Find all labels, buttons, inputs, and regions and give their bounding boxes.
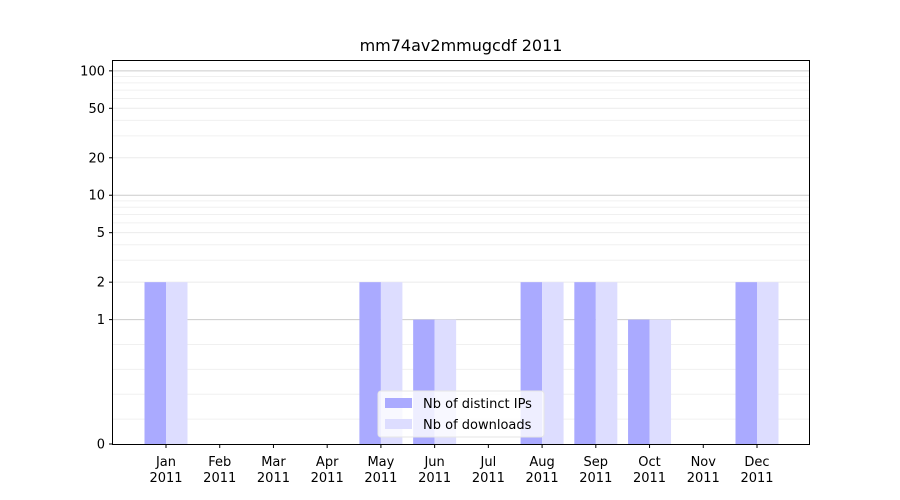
bar-downloads: [595, 282, 618, 444]
x-tick-label-year: 2011: [149, 471, 182, 486]
x-tick-label-year: 2011: [579, 471, 612, 486]
grid-lines: [113, 70, 809, 420]
x-tick-label-year: 2011: [687, 471, 720, 486]
y-tick-label: 1: [97, 313, 105, 328]
y-tick-label: 0: [97, 438, 105, 453]
x-tick-label-month: Oct: [638, 455, 660, 470]
x-tick-label-year: 2011: [740, 471, 773, 486]
y-axis: 0 1 2 5 10 20 50 100: [80, 64, 113, 453]
bar-distinct-ips: [628, 319, 650, 444]
plot-frame: [112, 60, 810, 445]
legend-label: Nb of downloads: [423, 418, 532, 433]
x-tick-label-year: 2011: [364, 471, 397, 486]
bar-distinct-ips: [574, 282, 596, 444]
legend: Nb of distinct IPs Nb of downloads: [377, 390, 545, 438]
legend-box: [377, 390, 545, 438]
bar-downloads: [757, 282, 779, 444]
chart-title: mm74av2mmugcdf 2011: [360, 36, 563, 55]
y-tick-label: 5: [97, 226, 105, 241]
legend-label: Nb of distinct IPs: [423, 397, 532, 412]
x-tick-label-month: Jul: [480, 455, 497, 470]
x-tick-label-month: Jun: [423, 455, 444, 470]
x-tick-label-month: Dec: [744, 455, 769, 470]
x-tick-label-year: 2011: [203, 471, 236, 486]
x-tick-label-month: Apr: [316, 455, 339, 470]
legend-swatch: [385, 419, 412, 429]
legend-swatch: [385, 398, 412, 408]
x-tick-label-year: 2011: [472, 471, 505, 486]
x-tick-label-year: 2011: [633, 471, 666, 486]
y-tick-label: 100: [80, 64, 105, 79]
x-tick-label-year: 2011: [257, 471, 290, 486]
x-tick-label-year: 2011: [418, 471, 451, 486]
bar-downloads: [649, 319, 672, 444]
bar-distinct-ips: [144, 282, 166, 444]
x-tick-label-month: Jan: [155, 455, 176, 470]
x-tick-label-year: 2011: [311, 471, 344, 486]
bar-distinct-ips: [735, 282, 757, 444]
bar-downloads: [542, 282, 564, 444]
y-tick-label: 10: [88, 189, 105, 204]
x-tick-label-year: 2011: [526, 471, 559, 486]
x-tick-label-month: Aug: [529, 455, 554, 470]
x-axis: Jan2011Feb2011Mar2011Apr2011May2011Jun20…: [149, 444, 774, 486]
x-tick-label-month: Feb: [208, 455, 231, 470]
bar-distinct-ips: [359, 282, 381, 444]
y-tick-label: 20: [88, 151, 105, 166]
x-tick-label-month: Nov: [691, 455, 717, 470]
x-tick-label-month: Sep: [584, 455, 609, 470]
y-tick-label: 2: [97, 276, 105, 291]
y-tick-label: 50: [88, 102, 105, 117]
x-tick-label-month: May: [367, 455, 394, 470]
bar-downloads: [166, 282, 188, 444]
x-tick-label-month: Mar: [261, 455, 286, 470]
